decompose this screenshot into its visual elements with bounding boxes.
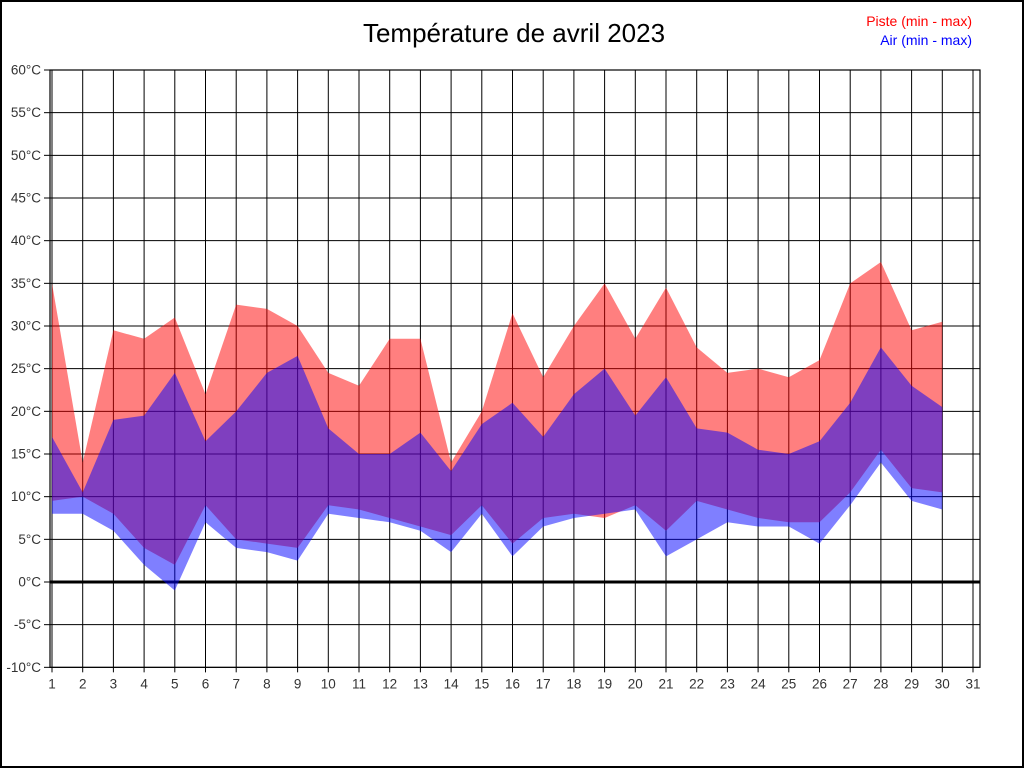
x-axis-labels: 1 2 3 4 5 6 7 8 9 10 11 12 13 14 15 16 17 18 19 20 21 22 23 24 2… [48, 676, 980, 691]
legend: Piste (min - max) Air (min - max) [866, 12, 972, 50]
y-tick-label: 10°C [11, 489, 41, 504]
x-tick-label: 15 [474, 676, 489, 691]
x-tick-label: 27 [843, 676, 858, 691]
x-tick-label: 11 [352, 676, 366, 691]
x-tick-label: 28 [873, 676, 888, 691]
y-tick-label: 25°C [11, 361, 41, 376]
y-tick-label: 0°C [18, 575, 41, 590]
x-tick-label: 5 [171, 676, 179, 691]
x-tick-label: 17 [536, 676, 551, 691]
x-tick-label: 16 [505, 676, 520, 691]
y-tick-label: 15°C [11, 447, 41, 462]
x-tick-label: 3 [110, 676, 118, 691]
x-tick-label: 8 [263, 676, 271, 691]
y-tick-label: 55°C [11, 105, 41, 120]
legend-item-piste: Piste (min - max) [866, 13, 972, 29]
y-tick-label: 30°C [11, 319, 41, 334]
x-tick-label: 9 [294, 676, 302, 691]
x-tick-label: 18 [566, 676, 581, 691]
y-tick-label: 60°C [11, 63, 41, 78]
x-tick-label: 2 [79, 676, 87, 691]
x-tick-label: 21 [658, 676, 673, 691]
y-axis-labels: -10°C -5°C 0°C 5°C 10°C 15°C 20°C 25°C 30°C 35°C 4… [6, 63, 41, 675]
y-tick-label: 5°C [18, 532, 41, 547]
x-tick-label: 13 [413, 676, 428, 691]
x-tick-label: 25 [781, 676, 796, 691]
x-tick-label: 29 [904, 676, 919, 691]
x-tick-label: 12 [382, 676, 397, 691]
x-tick-label: 23 [720, 676, 735, 691]
x-tick-label: 22 [689, 676, 704, 691]
x-tick-label: 31 [965, 676, 980, 691]
x-tick-label: 7 [232, 676, 240, 691]
x-tick-label: 10 [321, 676, 336, 691]
y-tick-label: 20°C [11, 404, 41, 419]
y-tick-label: 40°C [11, 233, 41, 248]
y-tick-label: 50°C [11, 148, 41, 163]
x-tick-label: 4 [140, 676, 148, 691]
y-tick-label: 45°C [11, 191, 41, 206]
x-tick-label: 26 [812, 676, 827, 691]
x-tick-label: 24 [751, 676, 767, 691]
air-band [52, 347, 943, 591]
x-tick-label: 14 [444, 676, 460, 691]
x-tick-label: 19 [597, 676, 612, 691]
legend-item-air: Air (min - max) [880, 32, 972, 48]
chart-title: Température de avril 2023 [362, 18, 666, 48]
x-tick-label: 1 [48, 676, 56, 691]
y-tick-label: -10°C [6, 660, 41, 675]
axis-ticks [44, 69, 974, 673]
x-tick-label: 20 [628, 676, 643, 691]
y-tick-label: 35°C [11, 276, 41, 291]
y-tick-label: -5°C [14, 617, 41, 632]
x-tick-label: 30 [935, 676, 950, 691]
x-tick-label: 6 [202, 676, 210, 691]
